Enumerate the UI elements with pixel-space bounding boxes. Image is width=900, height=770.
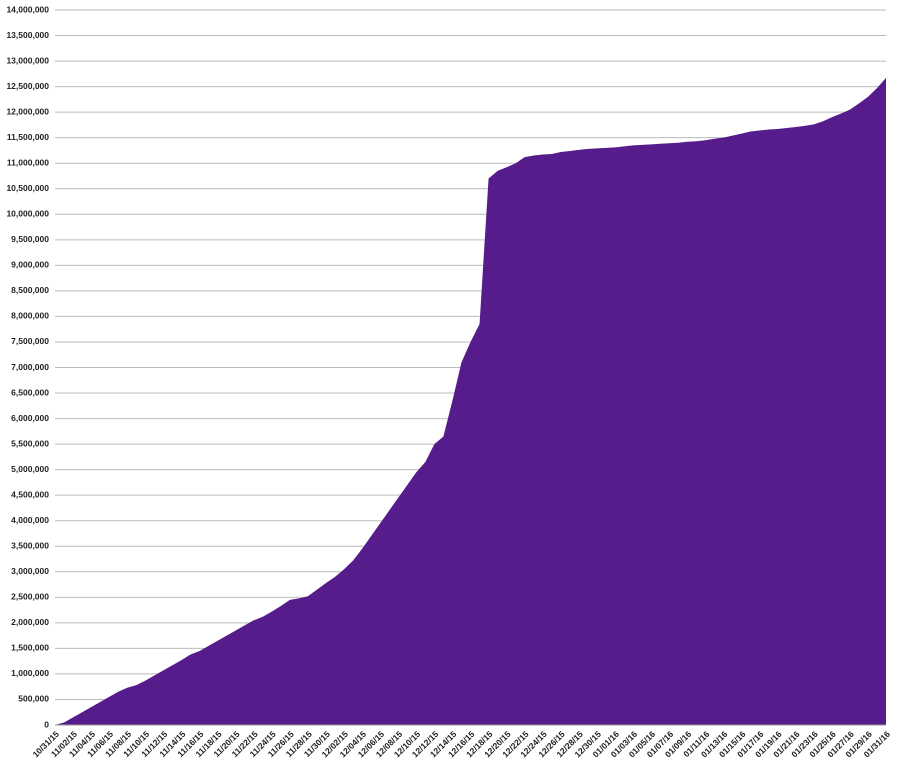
y-tick-label: 11,500,000	[7, 132, 49, 142]
y-tick-label: 13,500,000	[6, 30, 49, 40]
y-tick-label: 6,000,000	[11, 413, 49, 423]
y-tick-label: 12,000,000	[6, 106, 49, 116]
y-tick-label: 5,500,000	[11, 438, 49, 448]
y-tick-label: 6,500,000	[11, 387, 49, 397]
y-tick-label: 1,000,000	[11, 668, 49, 678]
y-tick-label: 4,000,000	[11, 515, 49, 525]
y-tick-label: 4,500,000	[11, 489, 49, 499]
y-tick-label: 11,000,000	[7, 157, 49, 167]
y-tick-label: 9,500,000	[11, 234, 49, 244]
y-tick-label: 9,000,000	[11, 260, 49, 270]
y-tick-label: 10,000,000	[6, 209, 49, 219]
y-tick-label: 12,500,000	[6, 81, 49, 91]
y-tick-label: 8,500,000	[11, 285, 49, 295]
y-tick-label: 14,000,000	[6, 4, 49, 14]
area	[55, 77, 886, 726]
y-tick-label: 8,000,000	[11, 311, 49, 321]
y-tick-label: 13,000,000	[6, 55, 49, 65]
y-tick-label: 3,000,000	[11, 566, 49, 576]
y-tick-label: 5,000,000	[11, 464, 49, 474]
y-tick-label: 1,500,000	[11, 643, 49, 653]
y-tick-label: 0	[44, 719, 49, 729]
y-tick-label: 10,500,000	[6, 183, 49, 193]
y-tick-label: 7,500,000	[11, 336, 49, 346]
y-tick-label: 2,500,000	[11, 592, 49, 602]
y-tick-label: 3,500,000	[11, 541, 49, 551]
y-tick-label: 7,000,000	[11, 362, 49, 372]
y-tick-label: 500,000	[18, 694, 49, 704]
y-tick-label: 2,000,000	[11, 617, 49, 627]
